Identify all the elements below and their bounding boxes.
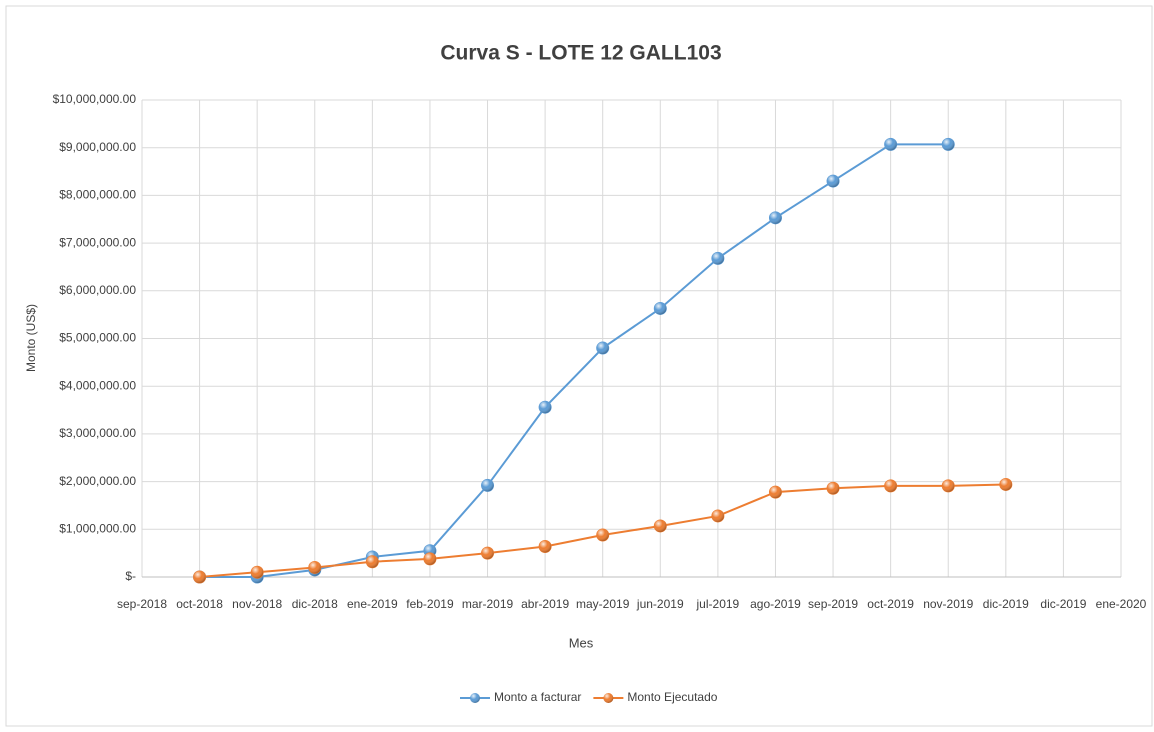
x-tick-label: sep-2018 <box>117 597 167 611</box>
x-tick-label: dic-2019 <box>983 597 1029 611</box>
x-tick-label: nov-2018 <box>232 597 282 611</box>
data-point-shine <box>711 252 724 265</box>
data-point-shine <box>884 138 897 151</box>
y-tick-label: $5,000,000.00 <box>59 331 136 345</box>
y-tick-label: $9,000,000.00 <box>59 140 136 154</box>
y-tick-label: $4,000,000.00 <box>59 378 136 392</box>
y-tick-label: $8,000,000.00 <box>59 188 136 202</box>
y-tick-label: $3,000,000.00 <box>59 426 136 440</box>
data-point-shine <box>596 529 609 542</box>
x-tick-label: oct-2018 <box>176 597 223 611</box>
x-tick-label: ene-2019 <box>347 597 398 611</box>
y-tick-label: $- <box>125 569 136 583</box>
x-tick-label: sep-2019 <box>808 597 858 611</box>
data-point-shine <box>481 479 494 492</box>
data-point-shine <box>999 478 1012 491</box>
data-point-shine <box>193 571 206 583</box>
data-point-shine <box>769 211 782 224</box>
x-tick-label: feb-2019 <box>406 597 454 611</box>
data-point-shine <box>884 479 897 492</box>
legend-marker-shine <box>603 693 614 703</box>
x-tick-label: nov-2019 <box>923 597 973 611</box>
chart-border <box>5 5 1153 727</box>
x-tick-label: jun-2019 <box>636 597 684 611</box>
y-tick-label: $7,000,000.00 <box>59 235 136 249</box>
y-tick-label: $2,000,000.00 <box>59 474 136 488</box>
data-point-shine <box>827 482 840 495</box>
y-axis-label: Monto (US$) <box>24 304 38 372</box>
y-tick-label: $1,000,000.00 <box>59 521 136 535</box>
data-point-shine <box>481 547 494 560</box>
x-tick-label: dic-2019 <box>1040 597 1086 611</box>
data-point-shine <box>827 175 840 188</box>
x-tick-label: may-2019 <box>576 597 630 611</box>
data-point-shine <box>539 540 552 553</box>
series-line <box>199 143 949 578</box>
data-point-shine <box>654 302 667 315</box>
x-tick-label: ago-2019 <box>750 597 801 611</box>
data-point-shine <box>769 486 782 499</box>
x-tick-label: abr-2019 <box>521 597 569 611</box>
data-point-shine <box>596 342 609 355</box>
x-tick-label: mar-2019 <box>462 597 514 611</box>
data-point-shine <box>711 509 724 522</box>
x-tick-label: oct-2019 <box>867 597 914 611</box>
data-point-shine <box>539 401 552 414</box>
x-tick-label: ene-2020 <box>1096 597 1147 611</box>
legend-marker-shine <box>470 693 480 703</box>
y-tick-label: $10,000,000.00 <box>53 92 137 106</box>
x-axis-label: Mes <box>569 635 594 650</box>
chart-title: Curva S - LOTE 12 GALL103 <box>440 42 721 65</box>
y-tick-label: $6,000,000.00 <box>59 283 136 297</box>
data-point-shine <box>654 519 667 532</box>
data-point-shine <box>942 479 955 492</box>
data-point-shine <box>251 566 264 579</box>
data-point-shine <box>366 555 379 568</box>
data-point-shine <box>942 138 955 151</box>
x-tick-label: dic-2018 <box>292 597 338 611</box>
data-point-shine <box>423 552 436 565</box>
legend-label: Monto a facturar <box>494 690 581 704</box>
legend-label: Monto Ejecutado <box>627 690 717 704</box>
data-point-shine <box>308 561 321 574</box>
x-tick-label: jul-2019 <box>696 597 740 611</box>
